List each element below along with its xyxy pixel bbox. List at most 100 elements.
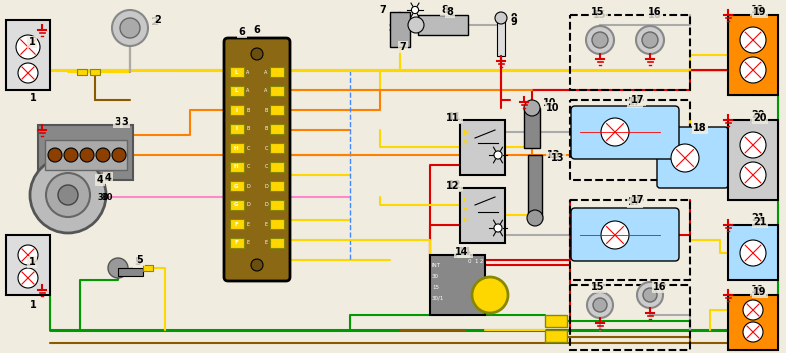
Text: 1: 1	[275, 240, 279, 245]
Text: 14: 14	[455, 247, 468, 257]
Text: 5: 5	[134, 257, 141, 267]
Text: 10: 10	[274, 70, 281, 74]
Text: H: H	[462, 217, 468, 223]
Bar	[270, 105, 284, 115]
Text: 10: 10	[543, 98, 556, 108]
Text: H: H	[233, 145, 238, 150]
Circle shape	[601, 221, 629, 249]
Text: 0: 0	[468, 259, 472, 264]
Bar	[6, 20, 50, 90]
Text: 4: 4	[105, 173, 112, 183]
Bar	[6, 235, 50, 295]
Circle shape	[593, 298, 607, 312]
Text: D: D	[264, 203, 268, 208]
Text: D: D	[246, 203, 250, 208]
Bar	[143, 265, 153, 271]
Text: 20: 20	[751, 110, 765, 120]
Circle shape	[64, 148, 78, 162]
Circle shape	[743, 300, 763, 320]
Circle shape	[586, 26, 614, 54]
Circle shape	[494, 151, 502, 159]
Text: 30: 30	[432, 274, 439, 279]
Text: D: D	[264, 184, 268, 189]
Circle shape	[740, 132, 766, 158]
Text: C: C	[264, 164, 268, 169]
Circle shape	[671, 144, 699, 172]
Text: 6: 6	[275, 145, 279, 150]
Text: F: F	[234, 221, 238, 227]
Bar	[230, 162, 244, 172]
Bar	[728, 295, 778, 350]
Circle shape	[408, 17, 424, 33]
Bar	[570, 15, 690, 90]
Bar	[728, 15, 778, 95]
Text: 14: 14	[458, 247, 472, 257]
Circle shape	[80, 148, 94, 162]
Text: 18: 18	[693, 123, 707, 133]
Text: 16: 16	[648, 10, 662, 20]
Circle shape	[18, 63, 38, 83]
Bar	[230, 143, 244, 153]
Text: 21: 21	[751, 213, 765, 223]
Bar	[270, 86, 284, 96]
Text: 7: 7	[380, 5, 387, 15]
Text: A: A	[246, 89, 250, 94]
Text: 2: 2	[275, 221, 279, 227]
Circle shape	[112, 148, 126, 162]
Text: 2: 2	[155, 15, 161, 25]
Circle shape	[636, 26, 664, 54]
Bar	[45, 140, 127, 170]
Circle shape	[587, 292, 613, 318]
Bar	[230, 67, 244, 77]
Text: 3: 3	[115, 117, 121, 127]
Text: 11: 11	[448, 112, 461, 122]
Bar	[90, 69, 100, 75]
Text: 3: 3	[122, 117, 128, 127]
Circle shape	[527, 210, 543, 226]
Circle shape	[16, 35, 40, 59]
Text: 4: 4	[97, 175, 104, 185]
Circle shape	[740, 240, 766, 266]
Circle shape	[740, 27, 766, 53]
Text: 19: 19	[753, 287, 767, 297]
Circle shape	[495, 12, 507, 24]
Circle shape	[48, 148, 62, 162]
Text: 19: 19	[753, 7, 767, 17]
Text: B: B	[246, 108, 250, 113]
Text: 4: 4	[275, 184, 279, 189]
Bar	[230, 200, 244, 210]
Bar	[230, 86, 244, 96]
Bar	[270, 181, 284, 191]
Bar	[118, 268, 143, 276]
Text: 19: 19	[751, 285, 765, 295]
Text: 30/1: 30/1	[432, 296, 444, 301]
Text: 15: 15	[593, 10, 607, 20]
Text: Y: Y	[462, 140, 467, 146]
Text: 15: 15	[591, 282, 604, 292]
Text: E: E	[264, 221, 267, 227]
Text: 17: 17	[628, 97, 641, 107]
Text: Y: Y	[462, 207, 467, 213]
Bar	[230, 238, 244, 248]
Circle shape	[46, 173, 90, 217]
Bar	[77, 69, 87, 75]
Circle shape	[58, 185, 78, 205]
Text: 8: 8	[442, 5, 449, 15]
Text: B: B	[264, 108, 268, 113]
Text: E: E	[264, 240, 267, 245]
Text: 9: 9	[275, 89, 279, 94]
Text: 7: 7	[399, 42, 406, 52]
Text: 12: 12	[446, 181, 460, 191]
Bar	[270, 67, 284, 77]
Text: G: G	[233, 203, 238, 208]
Text: 8: 8	[275, 108, 279, 113]
Circle shape	[411, 6, 419, 14]
Bar	[524, 108, 540, 148]
Bar	[270, 200, 284, 210]
Text: 6: 6	[254, 25, 260, 35]
Circle shape	[251, 259, 263, 271]
Text: 11: 11	[446, 113, 460, 123]
Circle shape	[637, 282, 663, 308]
Bar	[270, 124, 284, 134]
Bar	[728, 225, 778, 280]
